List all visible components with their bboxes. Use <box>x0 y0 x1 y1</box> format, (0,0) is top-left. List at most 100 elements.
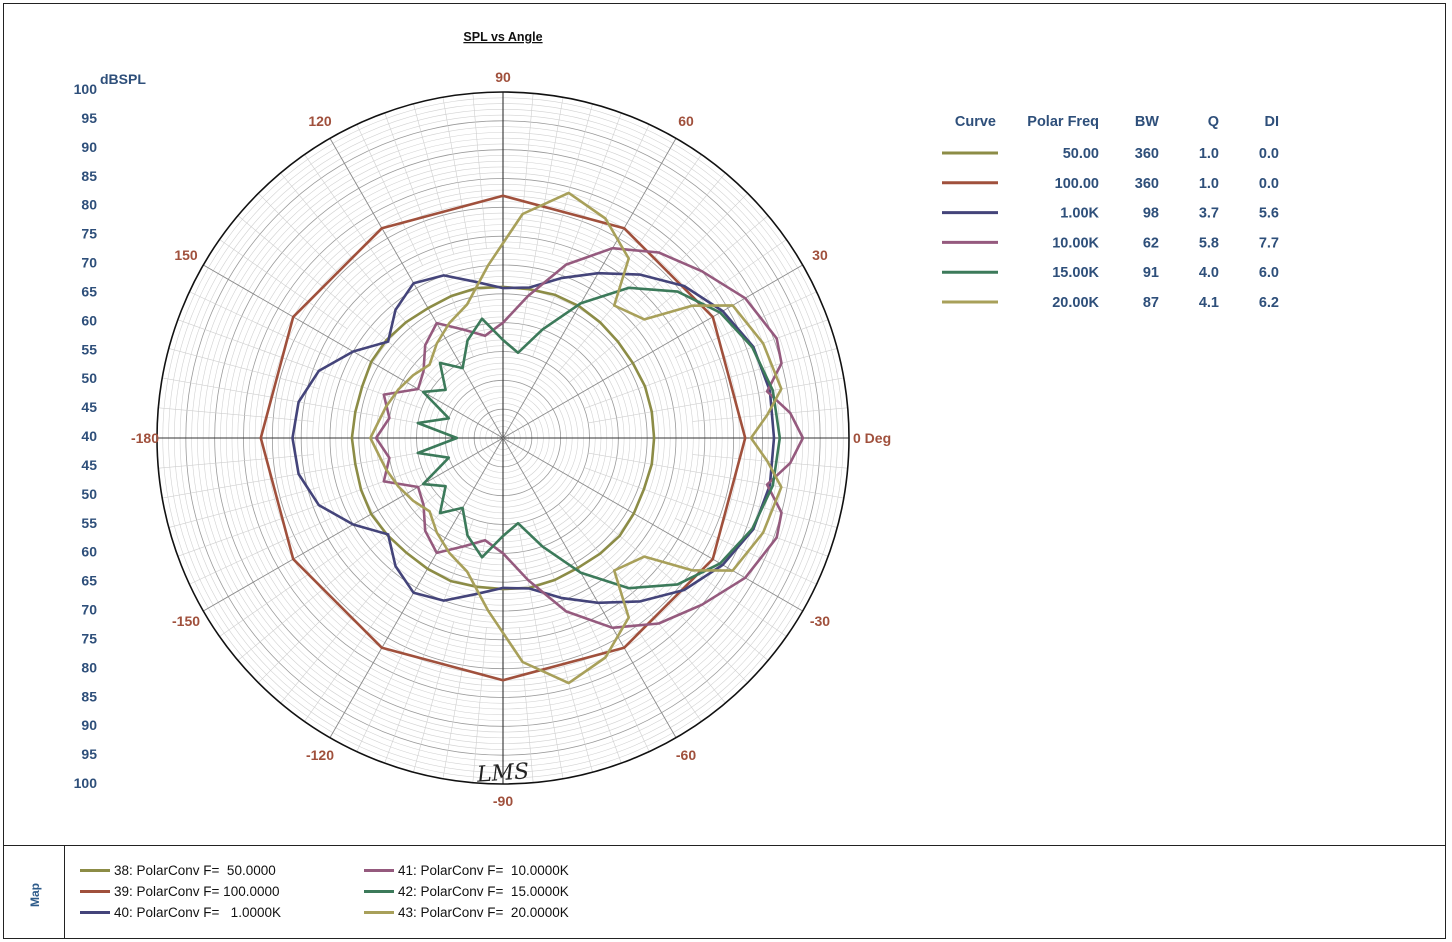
grid-spoke <box>584 319 829 409</box>
table-cell: 100.00 <box>1055 176 1099 192</box>
table-cell: 4.1 <box>1199 295 1219 311</box>
angle-label: -60 <box>676 747 696 763</box>
grid-spoke <box>551 103 593 255</box>
grid-spoke <box>558 172 726 372</box>
polar-grid <box>156 91 850 785</box>
map-legend-label: 38: PolarConv F= 50.0000 <box>114 862 276 878</box>
series-line-2 <box>259 194 747 682</box>
series-line-1 <box>350 285 656 591</box>
grid-spoke <box>442 523 489 779</box>
grid-spoke <box>329 138 504 439</box>
watermark-signature: LMS <box>475 759 530 788</box>
radial-tick-label: 55 <box>81 515 97 531</box>
grid-spoke <box>356 124 423 266</box>
radial-tick-label: 90 <box>81 139 97 155</box>
curve-table: Curve Polar Freq BW Q DI 50.00 360 1.0 0.0 100.00… <box>942 114 1279 311</box>
angle-label: 0 Deg <box>853 430 891 446</box>
angle-label: 60 <box>678 113 694 129</box>
radial-tick-label: 55 <box>81 341 97 357</box>
radial-tick-label: 90 <box>81 717 97 733</box>
table-header: Polar Freq <box>1027 114 1099 130</box>
grid-spoke <box>584 467 829 557</box>
grid-spoke <box>237 215 437 383</box>
map-legend-swatch <box>80 868 110 872</box>
grid-spoke <box>569 493 769 661</box>
table-cell: 1.00K <box>1060 206 1099 222</box>
grid-spoke <box>413 103 455 255</box>
grid-spoke <box>502 437 677 738</box>
grid-spoke <box>168 486 320 528</box>
angle-label: -120 <box>306 747 334 763</box>
map-legend-swatch <box>80 889 110 893</box>
table-cell: 7.7 <box>1259 235 1279 251</box>
grid-spoke <box>280 172 448 372</box>
radial-tick-label: 100 <box>74 81 98 97</box>
series-line-5 <box>416 286 782 590</box>
grid-spoke <box>583 124 650 266</box>
map-legend-entry: 42: PolarConv F= 15.0000K <box>364 883 569 899</box>
table-cell: 50.00 <box>1063 146 1099 162</box>
radial-tick-label: 85 <box>81 688 97 704</box>
table-cell: 0.0 <box>1259 146 1279 162</box>
table-header: Curve <box>955 114 996 130</box>
map-legend-label: 43: PolarConv F= 20.0000K <box>398 904 569 920</box>
map-legend-entry: 40: PolarConv F= 1.0000K <box>80 904 281 920</box>
grid-spoke <box>519 93 534 249</box>
grid-spoke <box>219 239 348 330</box>
grid-spoke <box>189 291 331 358</box>
grid-spoke <box>472 627 487 783</box>
radial-tick-label: 50 <box>81 486 97 502</box>
radial-tick-label: 40 <box>81 428 97 444</box>
grid-spoke <box>517 97 564 353</box>
grid-spoke <box>258 572 369 683</box>
grid-spoke <box>569 215 769 383</box>
radial-tick-label: 100 <box>74 775 98 791</box>
table-cell: 360 <box>1135 146 1159 162</box>
report-frame <box>3 3 1446 939</box>
grid-spoke <box>558 504 726 704</box>
grid-spoke <box>304 593 395 722</box>
table-cell: 87 <box>1143 295 1159 311</box>
radial-tick-label: 45 <box>81 399 97 415</box>
grid-spoke <box>177 467 422 557</box>
grid-spoke <box>532 112 622 357</box>
grid-spoke <box>692 407 848 422</box>
map-divider <box>3 845 1446 846</box>
radial-tick-label: 65 <box>81 573 97 589</box>
series-layer <box>259 191 805 685</box>
grid-spoke <box>442 97 489 353</box>
map-legend-label: 39: PolarConv F= 100.0000 <box>114 883 280 899</box>
radial-tick-label: 80 <box>81 197 97 213</box>
grid-spoke <box>583 610 650 752</box>
map-legend-swatch <box>364 889 394 893</box>
angle-label: 120 <box>308 113 332 129</box>
radial-tick-label: 95 <box>81 746 97 762</box>
angle-label: 90 <box>495 69 511 85</box>
grid-spoke <box>675 518 817 585</box>
grid-spoke <box>219 546 348 637</box>
grid-spoke <box>588 377 844 424</box>
grid-spoke <box>532 519 622 764</box>
chart-title: SPL vs Angle <box>463 30 542 44</box>
grid-spoke <box>517 523 564 779</box>
map-separator <box>64 846 65 939</box>
grid-spoke <box>162 452 418 499</box>
grid-spoke <box>637 572 748 683</box>
grid-spoke <box>502 138 677 439</box>
table-cell: 98 <box>1143 206 1159 222</box>
table-cell: 6.2 <box>1259 295 1279 311</box>
grid-spoke <box>519 627 534 783</box>
table-cell: 1.0 <box>1199 146 1219 162</box>
map-legend-swatch <box>364 868 394 872</box>
table-cell: 10.00K <box>1052 235 1099 251</box>
radial-tick-labels: 100 95 90 85 80 75 70 65 60 55 50 45 40 45 50 55 60 65 70 7… <box>74 81 98 791</box>
grid-spoke <box>189 518 331 585</box>
grid-spoke <box>472 93 487 249</box>
map-legend-entry: 41: PolarConv F= 10.0000K <box>364 862 569 878</box>
radial-tick-label: 50 <box>81 370 97 386</box>
table-cell: 0.0 <box>1259 176 1279 192</box>
grid-spoke <box>168 348 320 390</box>
series-line-4 <box>374 246 805 630</box>
map-legend-swatch <box>364 910 394 914</box>
table-header: Q <box>1208 114 1219 130</box>
